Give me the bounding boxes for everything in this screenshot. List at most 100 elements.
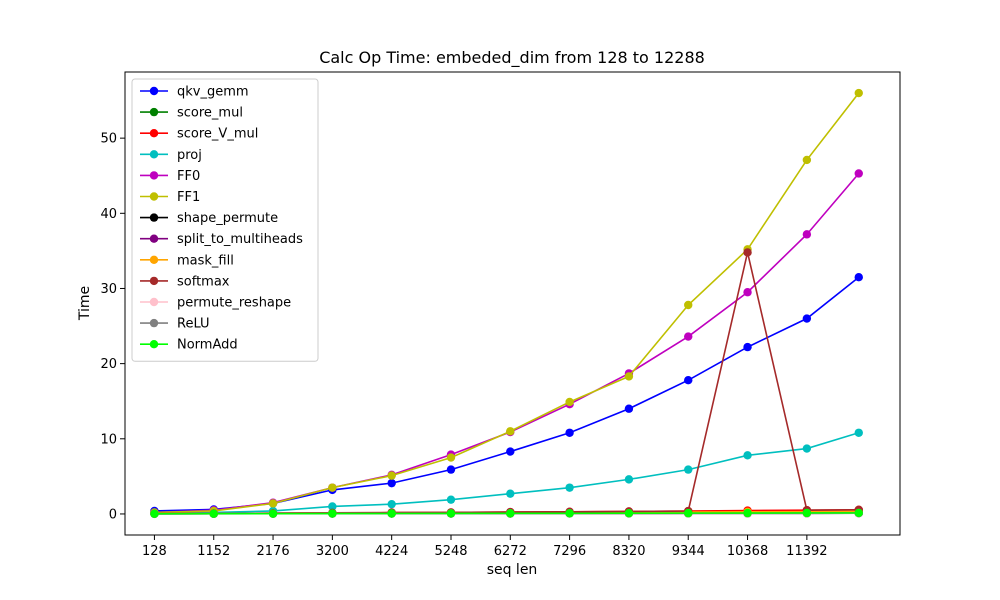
legend-label: softmax [177,274,230,289]
data-point [506,447,515,456]
data-point [387,478,396,488]
legend-label: split_to_multiheads [177,232,303,247]
data-point [209,509,218,518]
data-point [328,483,337,492]
data-point [446,495,456,504]
data-point [268,509,278,518]
legend-label: score_V_mul [177,127,258,142]
legend-item: FF0 [140,169,200,184]
y-tick-label: 0 [109,507,117,522]
x-tick-label: 7296 [553,544,586,559]
legend-marker [149,255,159,264]
data-point [506,489,515,498]
data-point [565,509,574,518]
y-tick-label: 50 [100,132,117,147]
chart-title: Calc Op Time: embeded_dim from 128 to 12… [319,48,705,68]
data-point [854,88,863,98]
legend-item: score_V_mul [140,127,258,142]
y-tick-label: 30 [100,282,117,297]
series-NormAdd [150,508,863,519]
data-point [446,509,456,518]
data-point [802,508,812,518]
y-axis-title: Time [77,286,93,321]
x-tick-label: 8320 [612,544,645,559]
data-point [624,475,634,484]
x-tick-label: 128 [142,544,167,559]
legend-label: permute_reshape [177,296,291,311]
legend-label: ReLU [177,317,210,332]
data-point [854,272,863,282]
data-point [150,509,159,519]
x-axis: 128 1152 2176 3200 4224 5248 6272 7296 8320 9344 1… [142,535,828,559]
x-tick-label: 6272 [494,544,527,559]
x-tick-label: 10368 [727,544,768,559]
legend-marker [149,129,159,138]
data-point [743,451,752,460]
data-point [565,428,574,437]
legend-marker [149,150,159,159]
legend-label: proj [177,148,202,163]
y-axis: 0 10 20 30 40 50 [100,132,125,522]
data-point [802,155,812,165]
data-point [684,465,693,474]
y-tick-label: 10 [100,432,117,447]
data-point [802,444,812,453]
x-tick-label: 4224 [375,544,408,559]
legend-item: softmax [140,274,230,289]
legend-item: score_mul [140,106,243,121]
data-point [854,169,863,178]
legend-marker [149,213,159,222]
data-point [854,508,863,518]
data-point [743,508,752,518]
legend-box [131,78,319,362]
legend-label: FF1 [177,190,200,205]
legend-item: mask_fill [140,253,234,268]
legend-marker [149,318,159,328]
data-point [684,300,693,310]
legend-label: qkv_gemm [177,85,249,100]
legend-item: ReLU [140,317,210,332]
x-tick-label: 3200 [316,544,349,559]
legend-label: shape_permute [177,211,278,226]
data-point [387,499,396,509]
legend-label: FF0 [177,169,200,184]
legend-marker [149,276,159,286]
data-point [624,509,634,518]
data-point [387,509,396,518]
data-point [802,314,812,323]
data-point [624,372,634,381]
legend-item: proj [140,148,202,163]
data-point [328,509,337,518]
x-axis-title: seq len [487,562,538,578]
data-point [387,471,396,480]
y-tick-label: 20 [100,357,117,372]
series-line [154,432,859,515]
y-tick-label: 40 [100,207,117,222]
data-point [854,428,863,437]
data-point [802,230,812,239]
data-point [624,404,634,413]
x-tick-label: 5248 [434,544,467,559]
legend-marker [149,107,159,117]
legend-label: score_mul [177,106,243,121]
data-point [743,288,752,297]
x-tick-label: 1152 [197,544,230,559]
data-point [446,453,456,462]
legend-marker [149,297,159,307]
legend-marker [149,86,159,96]
legend-item: FF1 [140,190,200,205]
data-point [743,342,752,352]
legend-label: NormAdd [177,338,238,353]
legend-marker [149,192,159,201]
data-point [328,502,337,511]
plot-frame [124,71,901,536]
legend-label: mask_fill [177,253,234,268]
x-tick-label: 9344 [672,544,705,559]
data-point [506,427,515,436]
x-tick-label: 2176 [257,544,290,559]
data-point [565,397,574,407]
legend-marker [149,234,159,243]
